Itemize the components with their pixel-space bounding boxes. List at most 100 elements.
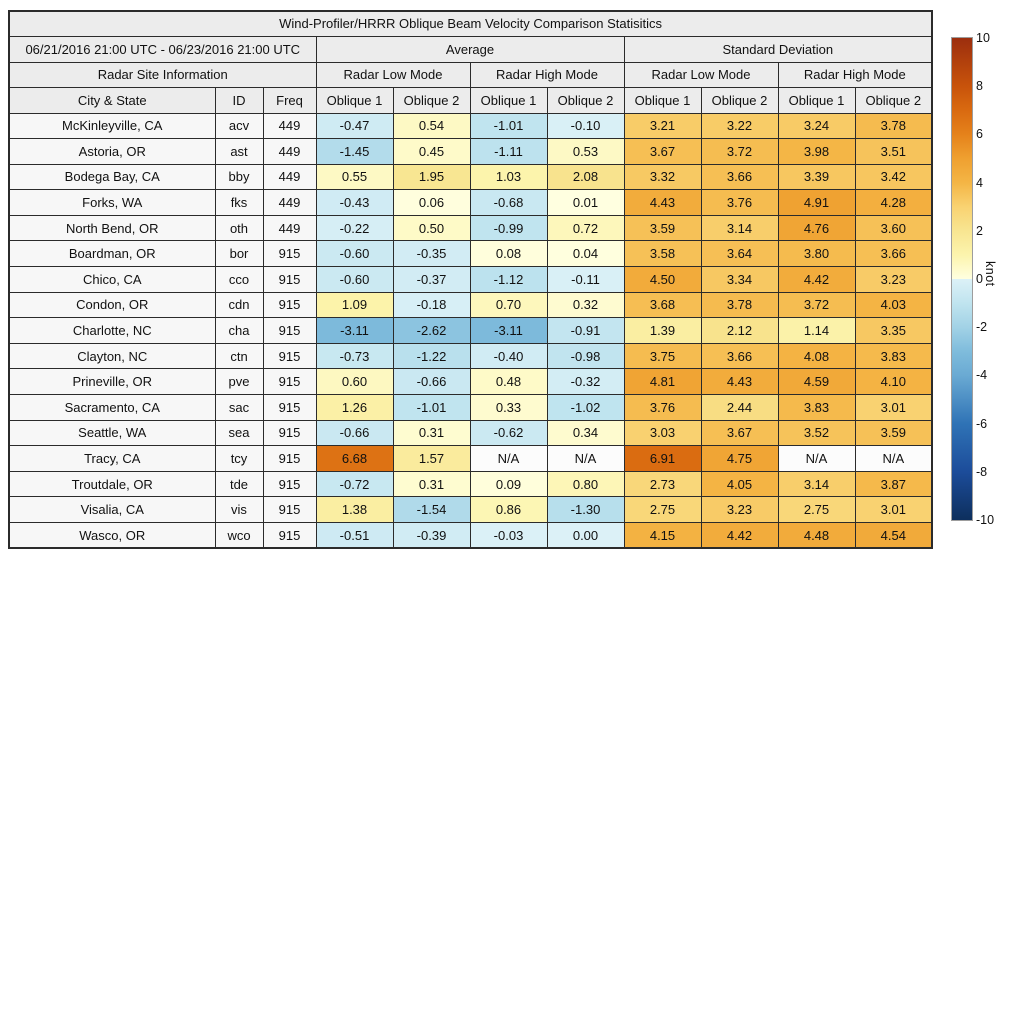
value-cell: 1.14 <box>777 317 856 344</box>
site-id-cell: ast <box>214 138 264 165</box>
value-cell: 3.76 <box>623 394 702 421</box>
colorbar-tick-label: -10 <box>976 513 995 527</box>
value-cell: 0.72 <box>546 214 625 242</box>
value-cell: 3.68 <box>623 291 702 319</box>
freq-cell: 915 <box>262 240 317 268</box>
value-cell: 4.28 <box>854 189 933 216</box>
colorbar-tick-label: -2 <box>976 320 988 335</box>
value-cell: -1.45 <box>315 138 394 165</box>
table-row: Charlotte, NC cha 915 -3.11 -2.62 -3.11 -0.91 1… <box>8 317 933 344</box>
column-header-row: City & State ID Freq Oblique 1 Oblique 2… <box>8 86 933 114</box>
value-cell: -0.18 <box>392 291 471 319</box>
value-cell: -0.99 <box>469 214 548 242</box>
value-cell: N/A <box>777 445 856 472</box>
site-id-cell: wco <box>214 522 264 549</box>
freq-cell: 449 <box>262 214 317 242</box>
value-cell: 1.39 <box>623 317 702 344</box>
value-cell: -1.01 <box>469 112 548 140</box>
value-cell: -1.12 <box>469 266 548 293</box>
value-cell: 2.08 <box>546 163 625 191</box>
value-cell: 1.03 <box>469 163 548 191</box>
freq-cell: 449 <box>262 163 317 191</box>
city-cell: Tracy, CA <box>8 445 216 472</box>
value-cell: -0.22 <box>315 214 394 242</box>
freq-cell: 915 <box>262 368 317 396</box>
value-cell: 4.42 <box>777 266 856 293</box>
site-id-cell: acv <box>214 112 264 140</box>
value-cell: 2.75 <box>777 496 856 523</box>
group-header-row: 06/21/2016 21:00 UTC - 06/23/2016 21:00 … <box>8 35 933 63</box>
colorbar-tick-label: 0 <box>976 272 983 286</box>
value-cell: -0.47 <box>315 112 394 140</box>
table-row: Sacramento, CA sac 915 1.26 -1.01 0.33 -1.02 3.… <box>8 394 933 421</box>
value-cell: -0.73 <box>315 342 394 370</box>
colorbar-tick-label: 2 <box>976 223 983 238</box>
value-cell: 1.57 <box>392 445 471 472</box>
table-row: Forks, WA fks 449 -0.43 0.06 -0.68 0.01 4.43 3.7… <box>8 189 933 216</box>
freq-cell: 915 <box>262 317 317 344</box>
value-cell: 3.64 <box>700 240 779 268</box>
value-cell: 4.42 <box>700 522 779 549</box>
freq-cell: 449 <box>262 189 317 216</box>
value-cell: 3.22 <box>700 112 779 140</box>
value-cell: 4.15 <box>623 522 702 549</box>
table-row: Clayton, NC ctn 915 -0.73 -1.22 -0.40 -0.98 3.7… <box>8 342 933 370</box>
table-row: Wasco, OR wco 915 -0.51 -0.39 -0.03 0.00 4.15 4.… <box>8 522 933 549</box>
table-title: Wind-Profiler/HRRR Oblique Beam Velocity… <box>8 10 933 37</box>
table-row: North Bend, OR oth 449 -0.22 0.50 -0.99 0.72 3.… <box>8 214 933 242</box>
value-cell: 3.83 <box>854 342 933 370</box>
value-cell: 3.78 <box>854 112 933 140</box>
value-cell: 0.86 <box>469 496 548 523</box>
freq-cell: 915 <box>262 266 317 293</box>
freq-cell: 915 <box>262 419 317 447</box>
value-cell: -0.03 <box>469 522 548 549</box>
site-id-cell: cco <box>214 266 264 293</box>
site-id-cell: cha <box>214 317 264 344</box>
value-cell: 6.91 <box>623 445 702 472</box>
oblique1-column-header: Oblique 1 <box>777 86 856 114</box>
value-cell: 1.09 <box>315 291 394 319</box>
value-cell: 4.05 <box>700 470 779 498</box>
freq-column-header: Freq <box>262 86 317 114</box>
city-cell: McKinleyville, CA <box>8 112 216 140</box>
value-cell: -1.54 <box>392 496 471 523</box>
colorbar-tick-label: -4 <box>976 368 988 383</box>
value-cell: -0.98 <box>546 342 625 370</box>
value-cell: 3.78 <box>700 291 779 319</box>
freq-cell: 449 <box>262 112 317 140</box>
value-cell: 3.66 <box>700 163 779 191</box>
value-cell: 3.75 <box>623 342 702 370</box>
value-cell: -3.11 <box>469 317 548 344</box>
value-cell: -0.10 <box>546 112 625 140</box>
colorbar-tick-label: 10 <box>976 31 990 45</box>
value-cell: 0.31 <box>392 419 471 447</box>
value-cell: -2.62 <box>392 317 471 344</box>
value-cell: 0.55 <box>315 163 394 191</box>
value-cell: 3.03 <box>623 419 702 447</box>
value-cell: 3.66 <box>700 342 779 370</box>
value-cell: N/A <box>546 445 625 472</box>
value-cell: 0.34 <box>546 419 625 447</box>
site-id-cell: sea <box>214 419 264 447</box>
value-cell: -0.62 <box>469 419 548 447</box>
value-cell: 3.51 <box>854 138 933 165</box>
value-cell: 0.31 <box>392 470 471 498</box>
site-id-cell: bor <box>214 240 264 268</box>
value-cell: 4.43 <box>700 368 779 396</box>
value-cell: -3.11 <box>315 317 394 344</box>
city-cell: Bodega Bay, CA <box>8 163 216 191</box>
value-cell: -0.35 <box>392 240 471 268</box>
mode-header-row: Radar Site Information Radar Low Mode Ra… <box>8 61 933 88</box>
value-cell: 2.75 <box>623 496 702 523</box>
value-cell: 0.32 <box>546 291 625 319</box>
freq-cell: 915 <box>262 342 317 370</box>
value-cell: 3.76 <box>700 189 779 216</box>
site-id-cell: bby <box>214 163 264 191</box>
city-cell: Chico, CA <box>8 266 216 293</box>
oblique2-column-header: Oblique 2 <box>854 86 933 114</box>
value-cell: 0.54 <box>392 112 471 140</box>
site-id-cell: tde <box>214 470 264 498</box>
oblique1-column-header: Oblique 1 <box>469 86 548 114</box>
value-cell: 1.95 <box>392 163 471 191</box>
